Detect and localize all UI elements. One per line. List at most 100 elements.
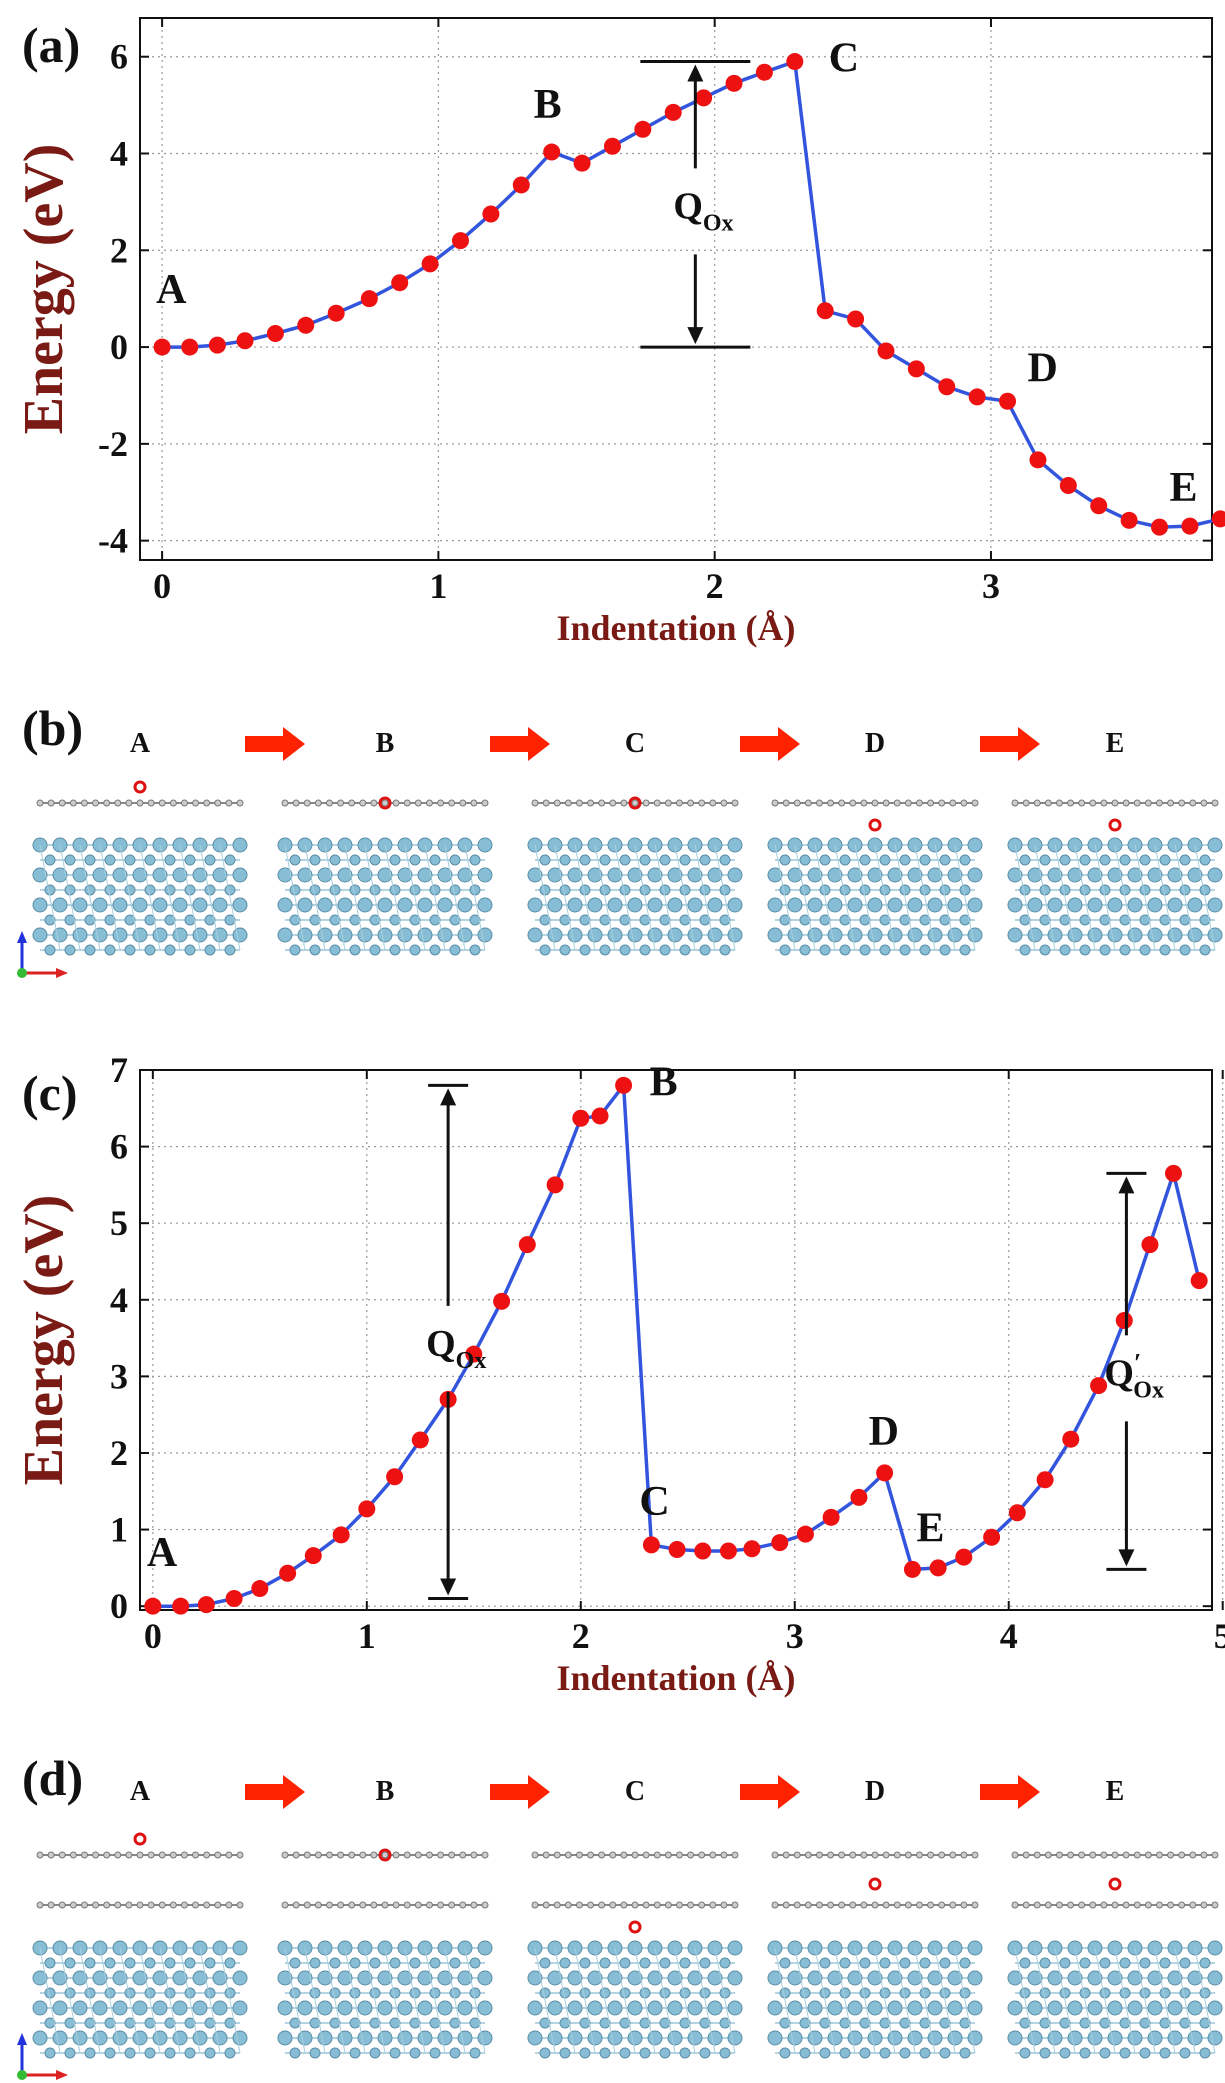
- graphene-atom: [180, 1901, 188, 1909]
- metal-atom: [92, 867, 108, 883]
- metal-atom: [52, 1970, 68, 1986]
- metal-atom: [44, 944, 56, 956]
- metal-atom: [192, 2030, 208, 2046]
- metal-atom: [232, 837, 248, 853]
- metal-atom: [1007, 897, 1023, 913]
- graphene-atom: [731, 799, 739, 807]
- graphene-atom: [1122, 1851, 1130, 1859]
- metal-atom: [1027, 1970, 1043, 1986]
- data-point: [546, 1176, 564, 1194]
- metal-atom: [449, 2017, 461, 2029]
- structure-label: B: [376, 1776, 395, 1807]
- annotation-label: Q′ Ox: [1104, 1348, 1164, 1403]
- graphene-atom: [403, 1851, 411, 1859]
- metal-atom: [184, 2017, 196, 2029]
- graphene-atom: [882, 1851, 890, 1859]
- metal-atom: [1019, 1987, 1031, 1999]
- metal-atom: [1199, 884, 1211, 896]
- metal-atom: [429, 854, 441, 866]
- metal-atom: [1187, 897, 1203, 913]
- metal-atom: [1099, 2017, 1111, 2029]
- metal-atom: [1039, 2017, 1051, 2029]
- graphene-atom: [403, 1901, 411, 1909]
- graphene-atom: [1155, 1901, 1163, 1909]
- metal-atom: [329, 944, 341, 956]
- metal-atom: [707, 1970, 723, 1986]
- metal-atom: [1159, 2047, 1171, 2059]
- metal-atom: [44, 884, 56, 896]
- metal-atom: [879, 1957, 891, 1969]
- metal-atom: [899, 1987, 911, 1999]
- point-label-E: E: [1170, 465, 1198, 511]
- graphene-atom: [158, 799, 166, 807]
- metal-atom: [767, 897, 783, 913]
- metal-atom: [1107, 2000, 1123, 2016]
- metal-atom: [867, 927, 883, 943]
- data-point: [642, 1536, 660, 1554]
- graphene-atom: [381, 1851, 389, 1859]
- data-point: [451, 232, 469, 250]
- data-point: [279, 1564, 297, 1582]
- metal-atom: [429, 914, 441, 926]
- graphene-atom: [103, 1851, 111, 1859]
- metal-atom: [469, 1987, 481, 1999]
- metal-atom: [899, 884, 911, 896]
- metal-cross-bond: [554, 844, 576, 951]
- metal-atom: [607, 2030, 623, 2046]
- metal-atom: [1179, 884, 1191, 896]
- oxygen-atom: [628, 796, 642, 810]
- metal-cross-bond: [1174, 1947, 1196, 2054]
- metal-atom: [1107, 1970, 1123, 1986]
- panel-label-c: (c): [22, 1065, 78, 1121]
- graphene-atom: [675, 1901, 683, 1909]
- metal-atom: [919, 944, 931, 956]
- x-tick-label: 2: [572, 1616, 590, 1656]
- metal-atom: [927, 867, 943, 883]
- metal-atom: [587, 867, 603, 883]
- metal-atom: [707, 2030, 723, 2046]
- metal-atom: [192, 897, 208, 913]
- metal-cross-bond: [79, 1947, 101, 2054]
- graphene-atom: [1167, 799, 1175, 807]
- metal-atom: [719, 1957, 731, 1969]
- graphene-atom: [1144, 799, 1152, 807]
- metal-atom: [1027, 897, 1043, 913]
- metal-atom: [807, 2000, 823, 2016]
- metal-atom: [184, 2047, 196, 2059]
- graphene-atom: [587, 799, 595, 807]
- metal-atom: [679, 914, 691, 926]
- graphene-atom: [838, 799, 846, 807]
- metal-atom: [64, 854, 76, 866]
- metal-atom: [132, 1970, 148, 1986]
- graphene-sheet: [531, 1901, 739, 1909]
- metal-slab: [277, 1940, 493, 2059]
- metal-cross-bond: [464, 844, 486, 951]
- metal-cross-bond: [179, 1947, 201, 2054]
- graphene-atom: [370, 1851, 378, 1859]
- metal-atom: [329, 1987, 341, 1999]
- metal-atom: [1067, 867, 1083, 883]
- metal-atom: [417, 867, 433, 883]
- metal-atom: [607, 867, 623, 883]
- metal-atom: [607, 927, 623, 943]
- metal-atom: [699, 2047, 711, 2059]
- metal-atom: [827, 2030, 843, 2046]
- metal-atom: [437, 867, 453, 883]
- metal-atom: [559, 2017, 571, 2029]
- metal-atom: [1039, 1957, 1051, 1969]
- data-point: [172, 1597, 190, 1615]
- annotation-arrowhead-up: [1118, 1176, 1135, 1194]
- metal-atom: [397, 2000, 413, 2016]
- graphene-atom: [69, 799, 77, 807]
- graphene-atom: [827, 799, 835, 807]
- metal-atom: [389, 2017, 401, 2029]
- metal-atom: [52, 867, 68, 883]
- metal-atom: [357, 2000, 373, 2016]
- graphene-atom: [425, 1851, 433, 1859]
- metal-atom: [289, 1957, 301, 1969]
- transition-arrow: [490, 1775, 550, 1809]
- metal-atom: [879, 2017, 891, 2029]
- metal-atom: [1079, 944, 1091, 956]
- metal-atom: [1167, 897, 1183, 913]
- metal-atom: [1179, 854, 1191, 866]
